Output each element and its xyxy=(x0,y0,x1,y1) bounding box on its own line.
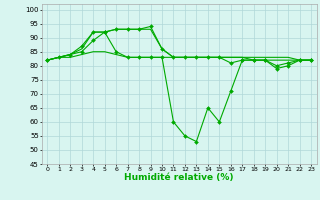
X-axis label: Humidité relative (%): Humidité relative (%) xyxy=(124,173,234,182)
